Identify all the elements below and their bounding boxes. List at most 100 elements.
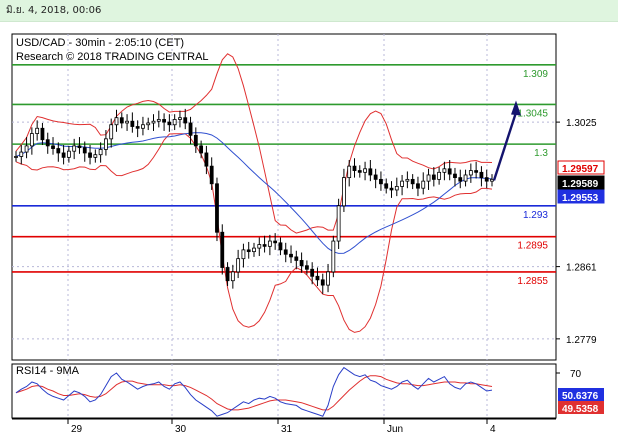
candle-17 [104,130,108,156]
candle-82 [447,159,452,181]
x-tick-label-3: Jun [387,424,403,435]
candle-30 [172,114,177,131]
candle-65 [357,165,362,178]
candle-13 [82,141,87,162]
y-tick-label-0: 1.3025 [566,118,597,129]
candle-47 [262,235,267,253]
candle-6 [45,132,50,154]
timestamp-text: มิ.ย. 4, 2018, 00:06 [6,5,102,16]
rsi-tag-label: 50.6376 [562,391,599,402]
candle-27 [156,110,161,128]
level-label-2: 1.3 [534,148,548,159]
candle-43 [241,243,246,268]
candle-71 [389,181,394,198]
rsi-title: RSI14 - 9MA [16,365,80,377]
candle-45 [252,242,256,257]
candle-44 [246,241,251,259]
price-tag-label: 1.29597 [562,164,599,175]
candle-54 [299,252,304,273]
candle-18 [109,118,114,148]
price-tag-blue: 1.29553 [557,189,605,204]
candle-33 [188,116,193,145]
timestamp-bar: มิ.ย. 4, 2018, 00:06 [0,0,618,22]
rsi-tick-label-0: 70 [570,369,582,380]
candle-28 [162,113,166,131]
candle-22 [130,112,135,133]
candle-46 [257,237,262,257]
candle-55 [304,260,309,275]
candle-62 [342,168,346,212]
candle-69 [379,171,383,191]
bollinger-upper [15,53,493,234]
candle-35 [199,140,204,159]
candle-81 [442,161,447,181]
rsi-ma-line [15,375,493,411]
candle-84 [458,169,463,189]
x-tick-label-4: 4 [490,424,496,435]
candle-2 [24,137,29,159]
candle-1 [19,145,24,165]
bollinger-lower [15,133,493,333]
candle-32 [183,108,188,130]
price-panel [11,33,557,361]
candle-15 [93,149,98,163]
price-tag-red: 1.29597 [557,160,605,175]
candle-75 [410,174,415,190]
candle-5 [40,122,45,146]
candle-51 [283,242,288,263]
chart-canvas: 1.309 1.3045 1.3 1.293 1.2895 1.2855 USD/CAD … [11,33,605,435]
x-tick-label-2: 31 [281,424,293,435]
level-label-5: 1.2855 [517,276,548,287]
candle-87 [474,161,479,179]
candle-53 [294,250,299,270]
candle-58 [320,273,325,294]
price-grid [12,34,556,360]
level-label-3: 1.293 [523,210,548,221]
candle-80 [437,167,442,185]
chart-title: USD/CAD - 30min - 2:05:10 (CET) [16,37,184,49]
candle-86 [468,163,473,183]
candle-9 [61,145,66,165]
candle-73 [400,174,404,196]
level-label-4: 1.2895 [517,241,548,252]
candle-49 [273,233,278,250]
rsi-line [15,366,493,417]
candle-48 [267,234,272,256]
candle-66 [363,161,367,181]
forecast-arrow-shaft [492,112,518,181]
candle-68 [373,168,378,189]
price-tag-label: 1.29589 [562,179,599,190]
level-label-1: 1.3045 [517,108,548,119]
rsi-lines [15,366,493,417]
candle-76 [416,176,420,197]
forecast-arrow [492,100,521,181]
price-tag-black: 1.29589 [557,175,605,190]
candle-59 [326,263,330,293]
x-tick-label-1: 30 [175,424,187,435]
candle-8 [56,142,61,162]
candle-79 [431,167,436,187]
candle-37 [209,157,214,190]
rsi-tag-blue: 50.6376 [558,388,604,402]
candle-24 [141,116,145,136]
candle-85 [463,169,468,187]
bollinger-bands [15,53,493,333]
candle-23 [135,120,140,138]
forecast-arrow-head [511,100,521,116]
candlesticks [14,108,494,294]
candle-10 [66,145,71,163]
price-y-axis: 1.3025 1.2861 1.2779 [556,118,597,346]
chart-subtitle: Research © 2018 TRADING CENTRAL [16,51,209,63]
candle-41 [230,264,235,289]
candle-40 [225,262,230,286]
candle-0 [14,151,18,162]
candle-61 [336,198,341,249]
candle-4 [35,120,40,141]
candle-83 [453,167,457,187]
candle-19 [114,109,119,132]
candle-31 [178,110,182,128]
candle-50 [278,237,283,256]
candle-72 [394,177,399,197]
rsi-y-axis: 70 [556,369,582,380]
candle-26 [151,114,156,131]
